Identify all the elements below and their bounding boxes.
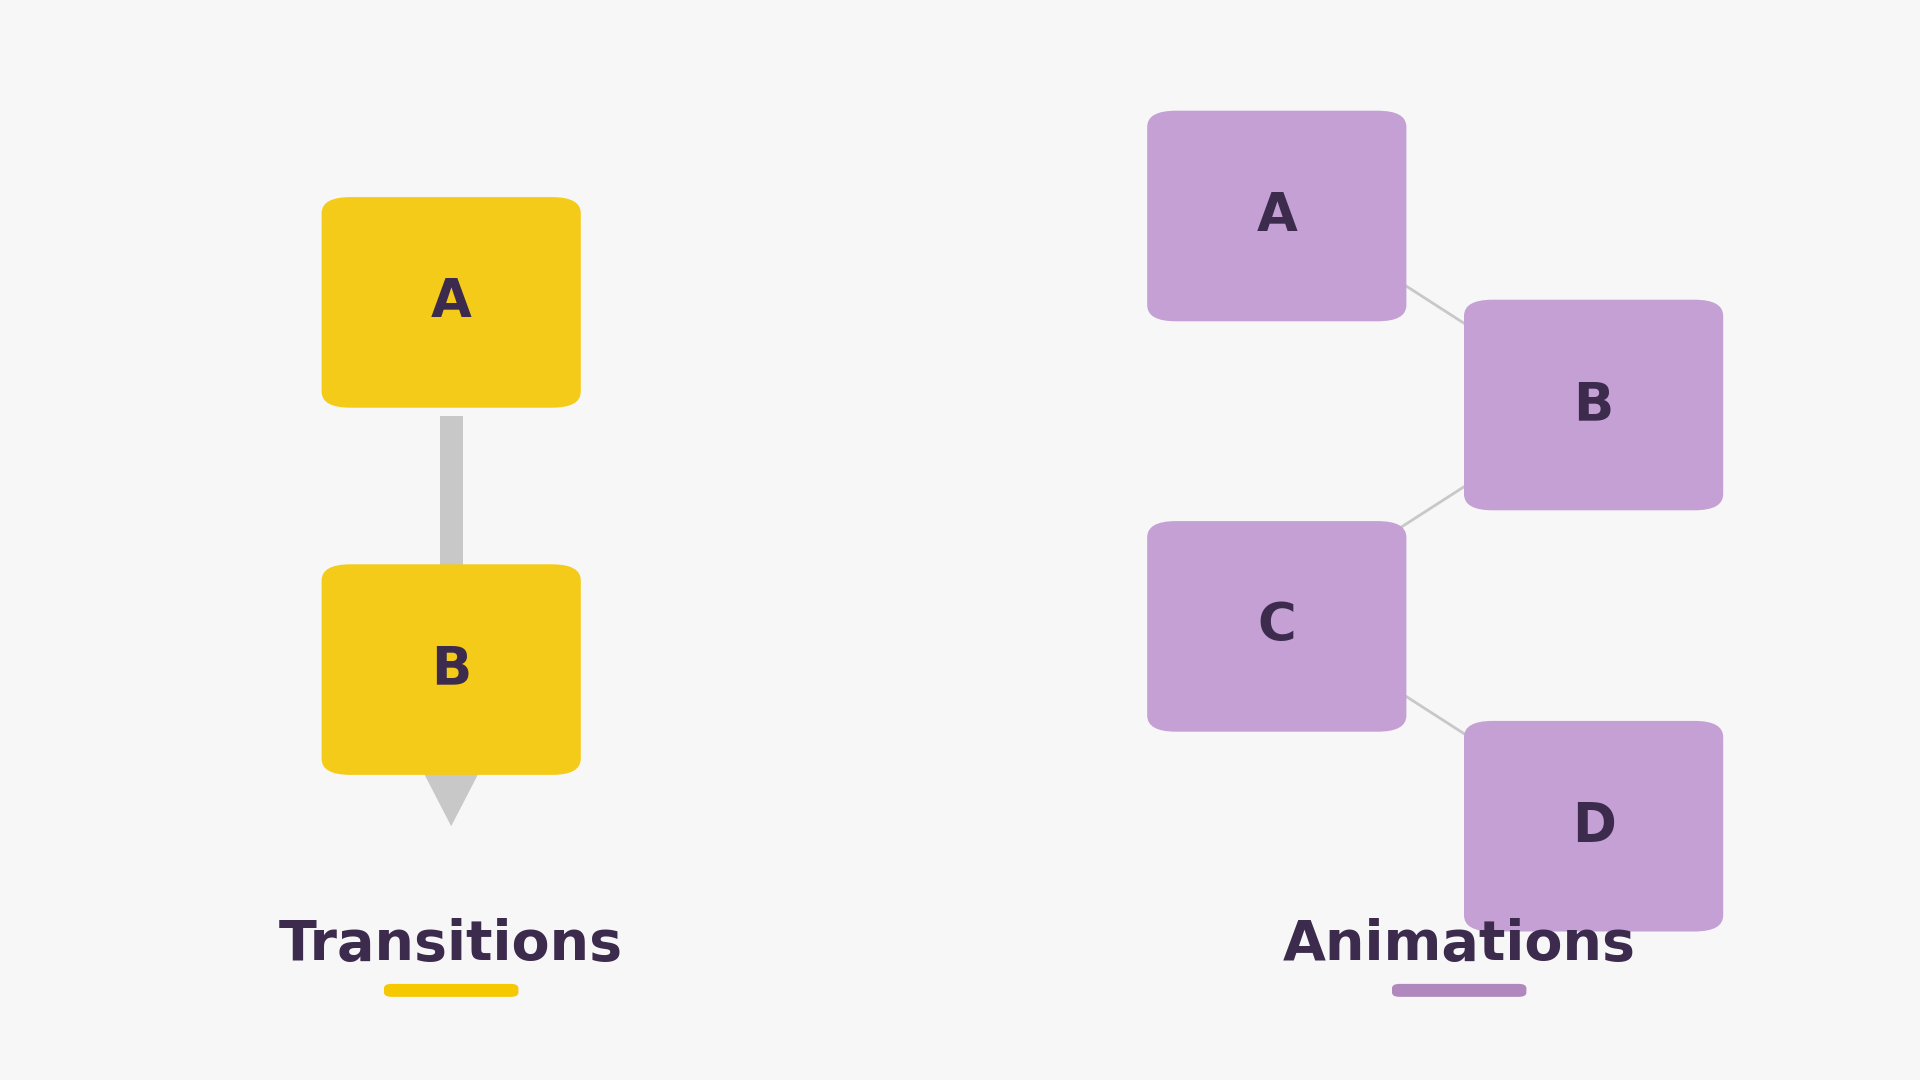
Polygon shape — [420, 767, 482, 826]
FancyBboxPatch shape — [321, 198, 580, 408]
FancyBboxPatch shape — [1148, 521, 1405, 732]
FancyBboxPatch shape — [1392, 984, 1526, 997]
Text: C: C — [1258, 600, 1296, 652]
FancyBboxPatch shape — [384, 984, 518, 997]
Text: B: B — [432, 644, 470, 696]
Text: A: A — [430, 276, 472, 328]
Text: A: A — [1256, 190, 1298, 242]
Text: D: D — [1572, 800, 1615, 852]
Polygon shape — [440, 416, 463, 767]
Text: B: B — [1574, 379, 1613, 431]
FancyBboxPatch shape — [321, 564, 580, 775]
Text: Animations: Animations — [1283, 918, 1636, 972]
Text: Transitions: Transitions — [278, 918, 624, 972]
FancyBboxPatch shape — [1463, 299, 1722, 511]
FancyBboxPatch shape — [1463, 721, 1722, 931]
FancyBboxPatch shape — [1148, 111, 1405, 321]
